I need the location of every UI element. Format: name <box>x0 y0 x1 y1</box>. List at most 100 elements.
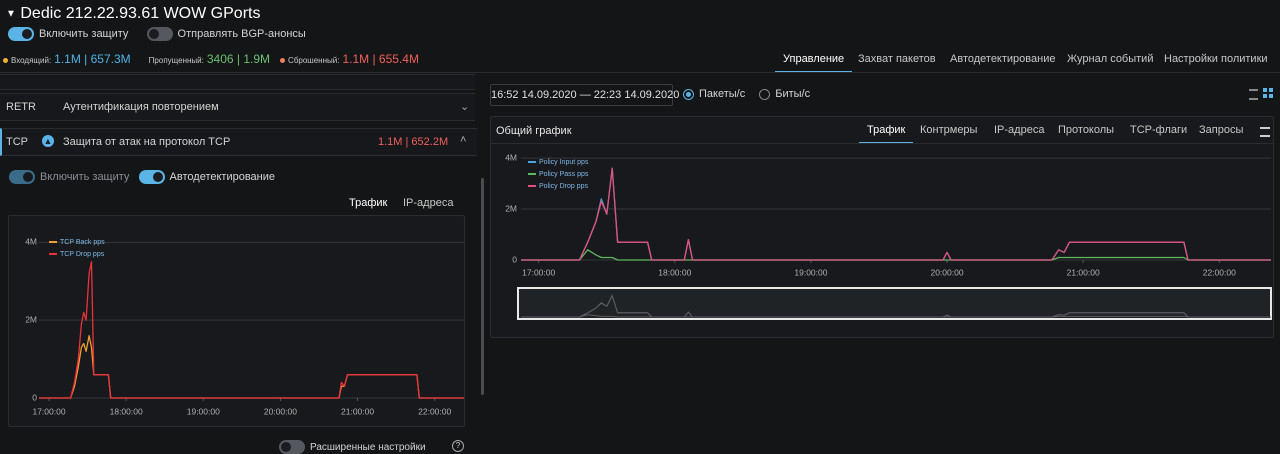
tab[interactable]: Трафик <box>859 124 914 144</box>
chart-card: 0 2M 4M 17:00:00 18:00:00 19:00:00 20:00:00 21:… <box>8 215 465 427</box>
series-line <box>39 261 464 399</box>
x-tick-label: 17:00:00 <box>522 267 555 277</box>
list-view-icon[interactable] <box>1249 89 1258 100</box>
x-tick-label: 21:00:00 <box>341 406 374 416</box>
tab[interactable]: Протоколы <box>1058 124 1115 136</box>
radio <box>759 88 771 100</box>
help-icon[interactable]: ? <box>452 440 464 452</box>
card-title: Общий график <box>496 125 572 137</box>
row-value: 1.1M | 652.2M <box>378 136 449 148</box>
x-tick-label: 19:00:00 <box>187 406 220 416</box>
unit-radios: Пакеты/с Биты/с <box>683 88 824 100</box>
row-partial <box>0 74 475 90</box>
chevron: ˄ <box>460 134 467 146</box>
legend-label: Policy Input pps <box>539 159 589 166</box>
date-range[interactable]: 16:52 14.09.2020 — 22:23 14.09.2020 <box>490 84 679 106</box>
status-dot <box>3 57 8 63</box>
menu-icon[interactable] <box>1260 127 1270 137</box>
main-tabs: Управление Захват пакетов Автодетектирован… <box>0 53 1280 73</box>
stat-value: 1.1M | 657.3M <box>54 52 131 66</box>
legend-label: Policy Pass pps <box>539 171 589 178</box>
tab[interactable]: Управление <box>775 53 853 73</box>
toggle-row: Включить защиту Автодетектирование <box>9 170 275 184</box>
x-tick-label: 22:00:00 <box>418 406 451 416</box>
divider <box>491 143 1273 144</box>
toggle[interactable] <box>9 170 35 184</box>
stat-value: 1.1M | 655.4M <box>342 52 419 66</box>
stat-label: Сброшенный: <box>288 56 340 65</box>
legend-label: Policy Drop pps <box>539 183 589 190</box>
protection-row[interactable]: RETR Аутентификация повторением ⌄ <box>0 93 475 121</box>
x-tick-label: 22:00:00 <box>1203 267 1236 277</box>
toggle-row: Расширенные настройки <box>279 440 426 454</box>
toggle-label: Расширенные настройки <box>310 441 426 453</box>
toggle[interactable] <box>146 27 173 41</box>
tab[interactable]: Автодетектирование <box>950 53 1056 65</box>
radio-option[interactable]: Биты/с <box>759 88 810 100</box>
y-tick-label: 4M <box>505 152 517 162</box>
toggle[interactable] <box>138 170 165 184</box>
protection-row[interactable]: TCP ▲ Защита от атак на протокол TCP 1.1… <box>0 128 477 156</box>
chart-card: Общий график Трафик Контрмеры IP-адреса Про… <box>490 116 1274 338</box>
toggle-label: Автодетектирование <box>169 171 276 183</box>
radio-label: Пакеты/с <box>699 88 746 100</box>
stat: Пропущенный: 3406 | 1.9M <box>141 52 271 66</box>
grid-view-icon[interactable] <box>1263 88 1273 98</box>
navigator-line <box>521 314 1271 318</box>
y-tick-label: 2M <box>505 203 517 213</box>
legend-label: TCP Back pps <box>60 239 105 246</box>
tab[interactable]: Журнал событий <box>1067 53 1154 65</box>
status-dot <box>280 57 286 63</box>
x-tick-label: 17:00:00 <box>32 406 65 416</box>
scrollbar[interactable] <box>481 178 484 395</box>
series-line <box>521 249 1271 261</box>
navigator-line <box>521 294 1271 318</box>
series-line <box>521 167 1271 261</box>
tab[interactable]: IP-адреса <box>994 124 1045 136</box>
y-tick-label: 4M <box>25 237 37 247</box>
tab[interactable]: Захват пакетов <box>858 53 936 65</box>
stat-value: 3406 | 1.9M <box>206 52 271 66</box>
x-tick-label: 19:00:00 <box>794 267 827 277</box>
radio <box>683 88 694 100</box>
chart-tabs: Трафик IP-адреса <box>0 197 475 217</box>
chart-tabs: Трафик Контрмеры IP-адреса Протоколы TCP-фла… <box>1 124 1280 144</box>
legend-label: TCP Drop pps <box>60 251 105 258</box>
tab[interactable]: Настройки политики <box>1164 53 1268 65</box>
tab[interactable]: TCP-флаги <box>1130 124 1188 136</box>
series-line <box>39 335 464 399</box>
x-tick-label: 20:00:00 <box>930 267 963 277</box>
shield-icon: ▲ <box>42 135 54 147</box>
toggle[interactable] <box>8 27 34 41</box>
y-tick-label: 0 <box>32 392 37 402</box>
toggle[interactable] <box>279 440 305 454</box>
stat-label: Входящий: <box>11 56 52 65</box>
tab[interactable]: Запросы <box>1199 124 1244 136</box>
tab[interactable]: IP-адреса <box>403 197 454 209</box>
caret-icon: ▼ <box>6 8 16 20</box>
stat: Сброшенный: 1.1M | 655.4M <box>280 52 419 66</box>
chevron: ⌄ <box>460 101 470 113</box>
row-code: TCP <box>6 136 28 148</box>
y-tick-label: 2M <box>25 314 37 324</box>
navigator[interactable] <box>517 287 1272 320</box>
toggle-label: Включить защиту <box>39 28 129 40</box>
tab[interactable]: Трафик <box>341 197 396 217</box>
tab[interactable]: Контрмеры <box>920 124 978 136</box>
line-chart: 0 2M 4M 17:00:00 18:00:00 19:00:00 20:00:00 21:… <box>25 237 464 416</box>
panel-header[interactable]: ▼ Dedic 212.22.93.61 WOW GPorts <box>6 5 260 23</box>
toggle-row: Включить защиту Отправлять BGP-анонсы <box>8 27 306 41</box>
y-tick-label: 0 <box>512 254 517 264</box>
x-tick-label: 20:00:00 <box>264 406 297 416</box>
radio-label: Биты/с <box>775 88 811 100</box>
x-tick-label: 21:00:00 <box>1067 267 1100 277</box>
x-tick-label: 18:00:00 <box>658 267 691 277</box>
row-label: Аутентификация повторением <box>63 101 219 113</box>
radio-option[interactable]: Пакеты/с <box>683 88 745 100</box>
row-code: RETR <box>6 101 36 113</box>
x-tick-label: 18:00:00 <box>110 406 143 416</box>
stat-label: Пропущенный: <box>148 56 204 65</box>
toggle-label: Отправлять BGP-анонсы <box>177 28 306 40</box>
title: Dedic 212.22.93.61 WOW GPorts <box>20 5 261 22</box>
series-line <box>521 167 1271 261</box>
